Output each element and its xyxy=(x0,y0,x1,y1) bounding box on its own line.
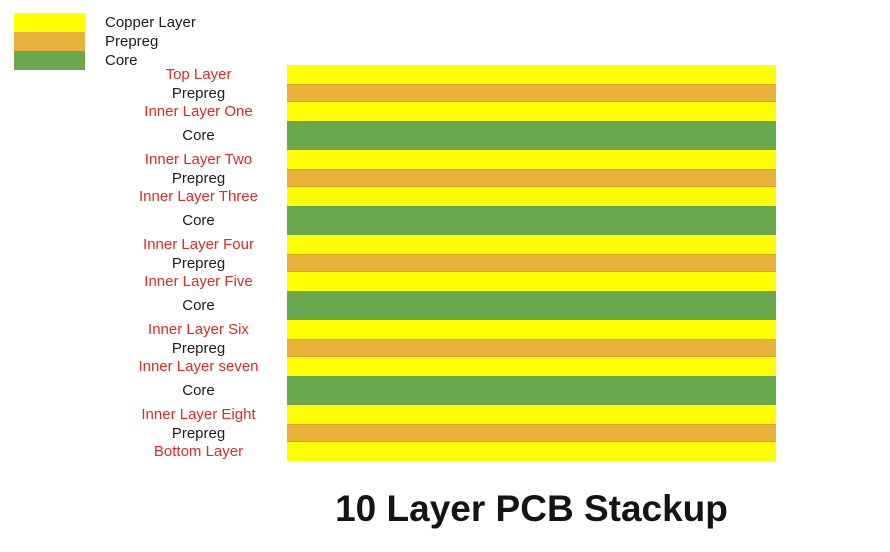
legend-color-swatch xyxy=(14,32,85,51)
layer-bar xyxy=(287,235,776,254)
layer-label: Top Layer xyxy=(165,66,232,83)
legend-item: Copper Layer xyxy=(14,13,196,32)
layer-bar xyxy=(287,357,776,376)
layer-label: Core xyxy=(182,212,215,229)
layer-label: Bottom Layer xyxy=(153,443,244,460)
layer-bar xyxy=(287,102,776,121)
legend: Copper Layer Prepreg Core xyxy=(14,13,196,70)
stackup-diagram: Top Layer Prepreg Inner Layer One Core I… xyxy=(0,65,776,461)
stackup-layer-row-copper: Inner Layer seven xyxy=(0,357,776,376)
layer-label: Inner Layer Five xyxy=(144,273,253,290)
stackup-layer-row-copper: Inner Layer Eight xyxy=(0,405,776,424)
stackup-layer-row-copper: Inner Layer One xyxy=(0,102,776,121)
layer-label: Prepreg xyxy=(171,169,226,187)
layer-label: Inner Layer Four xyxy=(143,236,254,253)
page-title: 10 Layer PCB Stackup xyxy=(335,488,728,529)
layer-bar xyxy=(287,84,776,102)
layer-bar xyxy=(287,339,776,357)
legend-color-swatch xyxy=(14,51,85,70)
layer-bar xyxy=(287,65,776,84)
layer-bar xyxy=(287,206,776,235)
layer-bar xyxy=(287,272,776,291)
layer-label: Core xyxy=(182,127,215,144)
layer-bar xyxy=(287,187,776,206)
layer-label: Inner Layer Six xyxy=(148,321,249,338)
legend-item: Prepreg xyxy=(14,32,196,51)
layer-bar xyxy=(287,320,776,339)
legend-color-swatch xyxy=(14,13,85,32)
layer-bar xyxy=(287,150,776,169)
stackup-layer-row-core: Core xyxy=(0,206,776,235)
layer-label: Inner Layer One xyxy=(144,103,253,120)
layer-label: Core xyxy=(182,382,215,399)
legend-item-label: Core xyxy=(105,52,138,69)
stackup-layer-row-core: Core xyxy=(0,376,776,405)
legend-item-label: Prepreg xyxy=(105,33,159,50)
stackup-layer-row-copper: Inner Layer Three xyxy=(0,187,776,206)
legend-item: Core xyxy=(14,51,196,70)
stackup-layer-row-core: Core xyxy=(0,291,776,320)
stackup-layer-row-copper: Inner Layer Two xyxy=(0,150,776,169)
layer-label: Core xyxy=(182,297,215,314)
layer-label: Inner Layer Eight xyxy=(141,406,256,423)
stackup-layer-row-core: Core xyxy=(0,121,776,150)
layer-label: Inner Layer Three xyxy=(139,188,258,205)
layer-label: Inner Layer seven xyxy=(138,358,259,375)
layer-bar xyxy=(287,442,776,461)
layer-bar xyxy=(287,405,776,424)
stackup-layer-row-copper: Inner Layer Five xyxy=(0,272,776,291)
stackup-layer-row-prepreg: Prepreg xyxy=(0,169,776,187)
layer-bar xyxy=(287,291,776,320)
legend-item-label: Copper Layer xyxy=(105,14,196,31)
layer-label: Inner Layer Two xyxy=(144,151,253,168)
layer-bar xyxy=(287,424,776,442)
stackup-layer-row-prepreg: Prepreg xyxy=(0,254,776,272)
stackup-layer-row-prepreg: Prepreg xyxy=(0,84,776,102)
stackup-layer-row-copper: Bottom Layer xyxy=(0,442,776,461)
layer-bar xyxy=(287,254,776,272)
layer-label: Prepreg xyxy=(171,84,226,102)
layer-label: Prepreg xyxy=(171,339,226,357)
stackup-layer-row-copper: Inner Layer Four xyxy=(0,235,776,254)
layer-bar xyxy=(287,121,776,150)
layer-label: Prepreg xyxy=(171,424,226,442)
stackup-layer-row-copper: Top Layer xyxy=(0,65,776,84)
layer-bar xyxy=(287,169,776,187)
stackup-layer-row-prepreg: Prepreg xyxy=(0,424,776,442)
layer-bar xyxy=(287,376,776,405)
layer-label: Prepreg xyxy=(171,254,226,272)
stackup-layer-row-copper: Inner Layer Six xyxy=(0,320,776,339)
stackup-layer-row-prepreg: Prepreg xyxy=(0,339,776,357)
